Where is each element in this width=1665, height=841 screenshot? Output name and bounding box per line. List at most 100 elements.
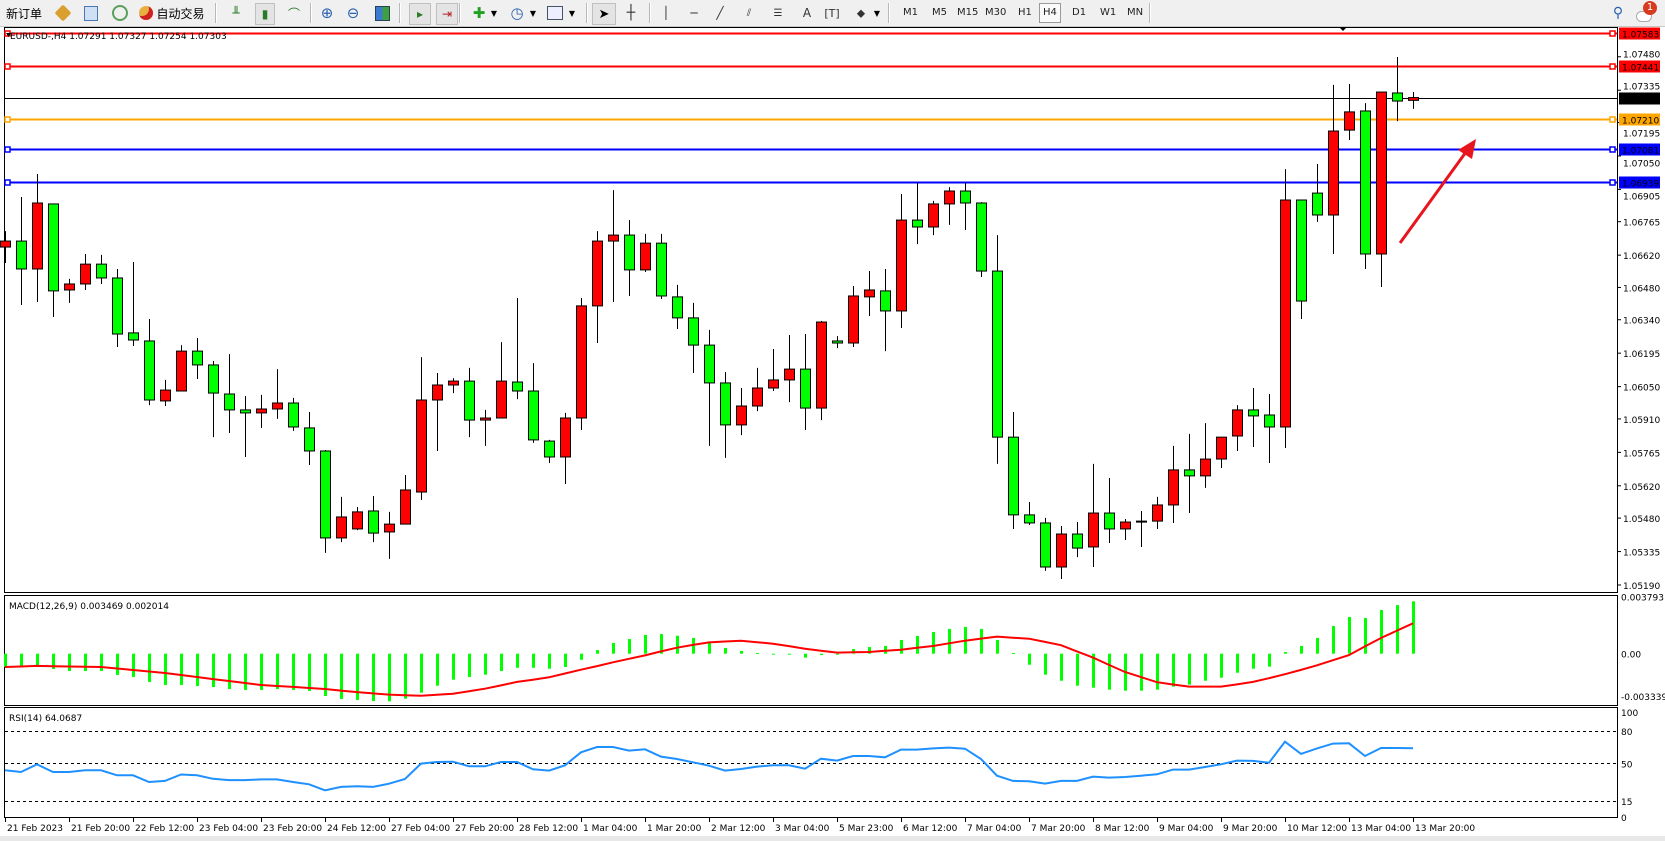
bar-chart-icon[interactable]: ╨ xyxy=(232,6,240,20)
auto-trading-button[interactable]: 自动交易 xyxy=(135,3,209,23)
candle-body xyxy=(672,296,683,319)
candle xyxy=(1264,394,1275,463)
macd-histogram-bar xyxy=(308,653,311,692)
text-tool-icon[interactable]: A xyxy=(802,6,812,20)
timeframe-m15[interactable]: M15 xyxy=(957,7,979,18)
time-tick-label: 1 Mar 20:00 xyxy=(647,824,702,834)
macd-pane: 0.003793 0.00 -0.003339 xyxy=(4,593,1665,703)
macd-histogram-bar xyxy=(1316,637,1319,654)
price-tick-label: 1.07050 xyxy=(1623,160,1660,170)
time-tick-label: 9 Mar 20:00 xyxy=(1223,824,1278,834)
candle-body xyxy=(96,263,107,279)
candle-body xyxy=(704,344,715,384)
zoom-out-icon[interactable]: ⊖ xyxy=(346,4,360,22)
candle xyxy=(240,396,251,457)
candle-body xyxy=(192,350,203,366)
toolbar: 新订单 自动交易 ╨ ▮ ⌒ ⊕ ⊖ ▸ ⇥ ✚ ▼ ◷ ▼ ▼ ➤ ┼ │ ─… xyxy=(0,0,1665,27)
arrows-icon[interactable]: ⬥ xyxy=(856,5,866,20)
tile-windows-icon[interactable] xyxy=(373,3,391,23)
history-center-icon[interactable] xyxy=(53,3,73,23)
timeframe-m5[interactable]: M5 xyxy=(932,7,947,18)
chart-shift-icon[interactable]: ⇥ xyxy=(436,3,458,25)
notifications-button[interactable]: 1 xyxy=(1636,1,1660,23)
new-order-button[interactable]: 新订单 xyxy=(2,3,46,23)
candle xyxy=(1360,103,1371,269)
candle xyxy=(624,220,635,296)
macd-histogram-bar xyxy=(52,653,55,669)
zoom-in-icon[interactable]: ⊕ xyxy=(320,4,334,22)
timeframe-w1[interactable]: W1 xyxy=(1100,7,1117,18)
timeframe-m1[interactable]: M1 xyxy=(903,7,918,18)
time-tick-label: 24 Feb 12:00 xyxy=(327,824,386,834)
chart-window[interactable]: 1.07480 1.07335 1.07195 1.07050 1.06905 1.067… xyxy=(0,27,1665,841)
auto-scroll-icon[interactable]: ▸ xyxy=(409,3,431,25)
rsi-axis-label: 0 xyxy=(1621,814,1627,824)
arrows-dropdown-icon[interactable]: ▼ xyxy=(873,8,881,18)
candle-body xyxy=(560,417,571,458)
periods-clock-icon[interactable]: ◷ xyxy=(510,4,524,22)
candle xyxy=(1296,199,1307,320)
macd-histogram-bar xyxy=(1220,653,1223,678)
candlestick-chart-icon[interactable]: ▮ xyxy=(255,3,275,25)
timeframe-mn[interactable]: MN xyxy=(1127,7,1144,18)
candle xyxy=(1024,501,1035,526)
candle xyxy=(464,367,475,438)
candle-body xyxy=(1072,533,1083,549)
candle xyxy=(736,388,747,436)
text-label-icon[interactable]: [T] xyxy=(824,6,840,20)
candle-body xyxy=(464,380,475,421)
candle-body xyxy=(32,202,43,270)
macd-histogram-bar xyxy=(244,653,247,690)
candle xyxy=(752,367,763,412)
auto-trading-icon xyxy=(139,6,154,20)
crosshair-icon[interactable]: ┼ xyxy=(626,5,636,21)
candle-body xyxy=(336,516,347,539)
search-icon[interactable]: ⚲ xyxy=(1612,5,1624,21)
candle xyxy=(1056,525,1067,580)
indicators-icon[interactable]: ✚ xyxy=(472,4,486,22)
timeframe-h1[interactable]: H1 xyxy=(1018,7,1032,18)
timeframe-m30[interactable]: M30 xyxy=(985,7,1007,18)
line-handle-icon xyxy=(4,63,11,70)
templates-dropdown-icon[interactable]: ▼ xyxy=(568,8,576,18)
timeframe-d1[interactable]: D1 xyxy=(1072,7,1087,18)
fibonacci-icon[interactable]: ☰ xyxy=(773,7,783,19)
indicators-dropdown-icon[interactable]: ▼ xyxy=(490,8,498,18)
price-tick-label: 1.07335 xyxy=(1623,83,1660,93)
print-icon[interactable] xyxy=(81,3,101,23)
price-tick-label: 1.05190 xyxy=(1623,582,1660,592)
candle xyxy=(320,450,331,553)
signal-icon[interactable] xyxy=(110,3,130,23)
candle xyxy=(48,203,59,317)
macd-histogram-bar xyxy=(228,653,231,690)
macd-histogram-bar xyxy=(1044,653,1047,675)
price-tick-label: 1.05480 xyxy=(1623,515,1660,525)
price-tick-label: 1.06620 xyxy=(1623,252,1660,262)
candle-body xyxy=(416,399,427,493)
macd-histogram-bar xyxy=(484,653,487,675)
macd-histogram-bar xyxy=(564,653,567,667)
cursor-icon[interactable]: ➤ xyxy=(592,3,616,25)
macd-histogram-bar xyxy=(340,653,343,700)
periods-dropdown-icon[interactable]: ▼ xyxy=(529,8,537,18)
timeframe-h4[interactable]: H4 xyxy=(1039,3,1061,23)
price-tick-label: 1.06340 xyxy=(1623,317,1660,327)
macd-histogram-bar xyxy=(180,653,183,685)
annotation-arrow[interactable] xyxy=(1398,139,1476,244)
trendline-icon[interactable]: ╱ xyxy=(716,6,724,20)
candle xyxy=(1120,519,1131,541)
collapse-triangle-icon[interactable] xyxy=(6,33,11,37)
chart-shift-marker-icon[interactable] xyxy=(1339,27,1347,31)
macd-histogram-bar xyxy=(1252,653,1255,669)
vertical-line-icon[interactable]: │ xyxy=(662,6,670,20)
line-chart-icon[interactable]: ⌒ xyxy=(287,6,300,21)
macd-histogram-bar xyxy=(100,653,103,672)
horizontal-line-icon[interactable]: ─ xyxy=(690,6,698,20)
templates-icon[interactable] xyxy=(545,3,565,23)
price-line-label-bg xyxy=(1619,113,1660,126)
macd-histogram-bar xyxy=(804,653,807,658)
candle-body xyxy=(912,219,923,228)
candle xyxy=(1200,423,1211,488)
equidistant-channel-icon[interactable]: ⫽ xyxy=(746,7,752,19)
candle-body xyxy=(240,409,251,414)
